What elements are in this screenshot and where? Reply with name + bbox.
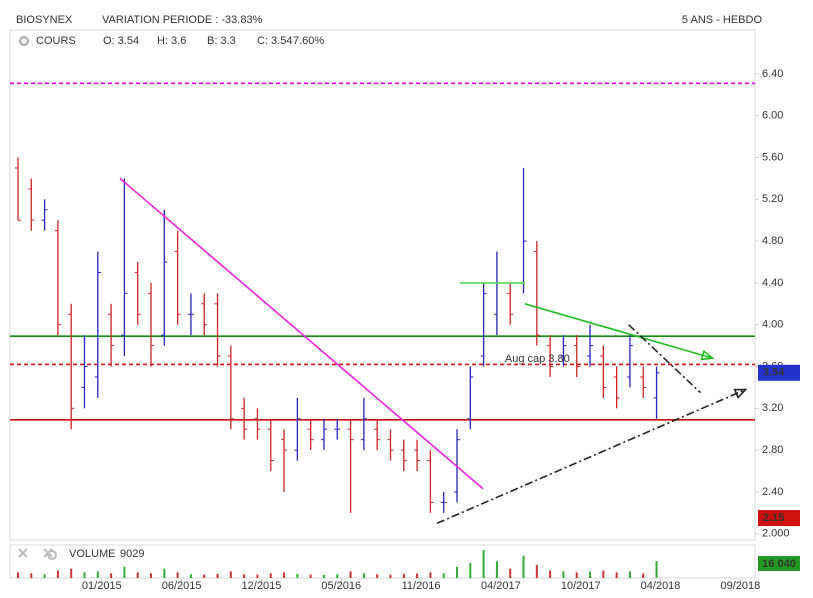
y-tick-label: 4.00 (762, 319, 783, 331)
volume-bar (362, 573, 365, 578)
y-tick-label: 5.60 (762, 151, 783, 163)
volume-bar (96, 571, 99, 578)
y-tick-label: 3.20 (762, 402, 783, 414)
volume-bar (456, 566, 458, 578)
volume-icons[interactable] (18, 548, 57, 560)
arrow-head (733, 388, 748, 399)
price-panel (9, 29, 756, 541)
volume-bar (176, 572, 179, 578)
quote-change: 7.60% (293, 35, 324, 47)
volume-bar (56, 570, 59, 578)
trendline (119, 177, 484, 490)
volume-bar (628, 571, 631, 578)
trendline (436, 388, 747, 525)
quote-close: C: 3.54 (257, 35, 292, 47)
volume-bar (30, 573, 33, 578)
y-tick-label: 4.40 (762, 277, 783, 289)
y-tick-label: 2.80 (762, 444, 783, 456)
x-tick-label: 10/2017 (561, 580, 601, 592)
volume-bar (43, 574, 46, 578)
volume-bar (296, 573, 299, 578)
volume-bar (322, 574, 325, 578)
volume-bar (535, 564, 538, 578)
volume-tag (758, 556, 800, 571)
trendline (628, 324, 702, 394)
quote-label: COURS (36, 35, 76, 47)
price-tag (758, 364, 800, 381)
volume-bar (429, 572, 432, 578)
variation: VARIATION PERIODE : -33.83% (102, 14, 263, 26)
volume-bar (522, 555, 525, 578)
quote-high: H: 3.6 (157, 35, 186, 47)
volume-bar (110, 573, 113, 578)
volume-bar (549, 570, 552, 578)
volume-bar (189, 574, 192, 578)
volume-bar (229, 571, 232, 578)
y-tick-label: 6.40 (762, 68, 783, 80)
symbol: BIOSYNEX (16, 14, 73, 26)
x-tick-label: 04/2018 (641, 580, 681, 592)
volume-bar (216, 573, 219, 578)
volume-bar (349, 571, 352, 578)
volume-bar (203, 574, 206, 578)
price-tag-label: 3.54 (763, 367, 785, 379)
volume-bar (562, 571, 565, 578)
volume-bar (655, 561, 658, 578)
y-tick-label: 2.40 (762, 486, 783, 498)
volume-bar (389, 574, 392, 578)
arrow-head (700, 349, 715, 361)
volume-bar (416, 573, 419, 578)
price-tag (758, 510, 800, 527)
volume-bar (150, 573, 153, 578)
volume-label: VOLUME (69, 548, 115, 560)
volume-bar (83, 572, 86, 578)
volume-bar (509, 568, 512, 578)
volume-bar (495, 561, 498, 578)
price-tag-label: 2.15 (763, 512, 784, 524)
x-tick-label: 11/2016 (402, 580, 441, 592)
volume-bar (70, 568, 73, 578)
volume-bar (256, 574, 259, 578)
volume-bar (163, 568, 166, 578)
x-tick-label: 12/2015 (242, 580, 282, 592)
x-tick-label: 04/2017 (481, 580, 521, 592)
volume-bar (16, 572, 19, 578)
volume-bar (575, 572, 578, 578)
volume-bar (402, 573, 405, 578)
y-tick-label: 4.80 (762, 235, 783, 247)
volume-last: 9029 (120, 548, 144, 560)
quote-low: B: 3.3 (207, 35, 236, 47)
y-tick-label: 2.000 (762, 528, 790, 540)
volume-bar (376, 574, 379, 578)
trendline (524, 303, 713, 359)
volume-bar (123, 566, 126, 578)
volume-bar (482, 549, 485, 578)
quote-open: O: 3.54 (103, 35, 139, 47)
y-tick-label: 6.00 (762, 110, 783, 122)
volume-bar (283, 572, 286, 578)
x-tick-label: 05/2016 (321, 580, 361, 592)
annotation: Aug cap 3.80 (505, 353, 570, 365)
volume-bar (589, 571, 592, 578)
volume-bar (243, 574, 246, 578)
x-tick-label: 01/2015 (82, 580, 122, 592)
volume-bar (615, 572, 618, 578)
x-tick-label: 09/2018 (720, 580, 760, 592)
volume-bar (269, 573, 272, 578)
volume-bar (309, 574, 312, 578)
volume-tick-label: 16 040 (762, 558, 796, 570)
volume-bar (336, 574, 339, 578)
volume-bar (642, 573, 645, 578)
settings-icon[interactable] (19, 36, 29, 46)
volume-bar (469, 563, 472, 578)
volume-panel (9, 544, 756, 579)
period[interactable]: 5 ANS - HEBDO (682, 14, 763, 26)
x-tick-label: 06/2015 (162, 580, 202, 592)
volume-bar (442, 573, 445, 578)
volume-bar (602, 570, 605, 578)
volume-bar (136, 572, 139, 578)
y-tick-label: 5.20 (762, 193, 783, 205)
